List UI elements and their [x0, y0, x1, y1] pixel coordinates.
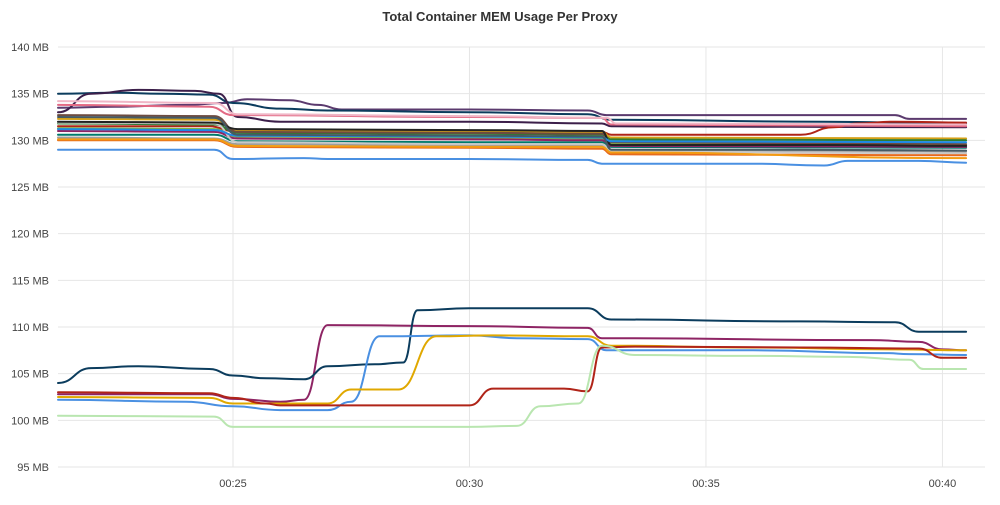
- y-tick-label: 95 MB: [17, 462, 49, 474]
- x-tick-label: 00:25: [219, 478, 247, 490]
- axis-labels: 95 MB 100 MB 105 MB 110 MB 115 MB 120 MB 125 M…: [11, 42, 956, 490]
- series-line-17: [57, 138, 968, 160]
- y-tick-label: 140 MB: [11, 42, 49, 54]
- series-line-21: [57, 324, 968, 403]
- x-tick-label: 00:35: [692, 478, 720, 490]
- y-tick-label: 100 MB: [11, 415, 49, 427]
- series-line-23: [57, 334, 968, 412]
- series-lines: [57, 88, 968, 428]
- series-line-3: [57, 88, 968, 129]
- series-line-19: [57, 116, 968, 152]
- series-line-2: [57, 91, 968, 125]
- y-tick-label: 130 MB: [11, 135, 49, 147]
- y-tick-label: 105 MB: [11, 369, 49, 381]
- y-tick-label: 135 MB: [11, 89, 49, 101]
- series-line-7: [57, 117, 968, 140]
- series-line-12: [57, 130, 968, 148]
- x-tick-label: 00:40: [929, 478, 957, 490]
- series-line-26: [57, 344, 968, 428]
- series-line-15: [57, 120, 968, 147]
- series-line-22: [57, 307, 968, 384]
- series-line-20: [57, 148, 968, 167]
- y-tick-label: 120 MB: [11, 229, 49, 241]
- y-tick-label: 125 MB: [11, 182, 49, 194]
- series-line-25: [57, 345, 968, 407]
- y-tick-label: 115 MB: [12, 275, 49, 287]
- x-tick-label: 00:30: [456, 478, 484, 490]
- series-line-6: [57, 100, 968, 126]
- chart-title: Total Container MEM Usage Per Proxy: [382, 9, 618, 24]
- y-tick-label: 110 MB: [12, 322, 49, 334]
